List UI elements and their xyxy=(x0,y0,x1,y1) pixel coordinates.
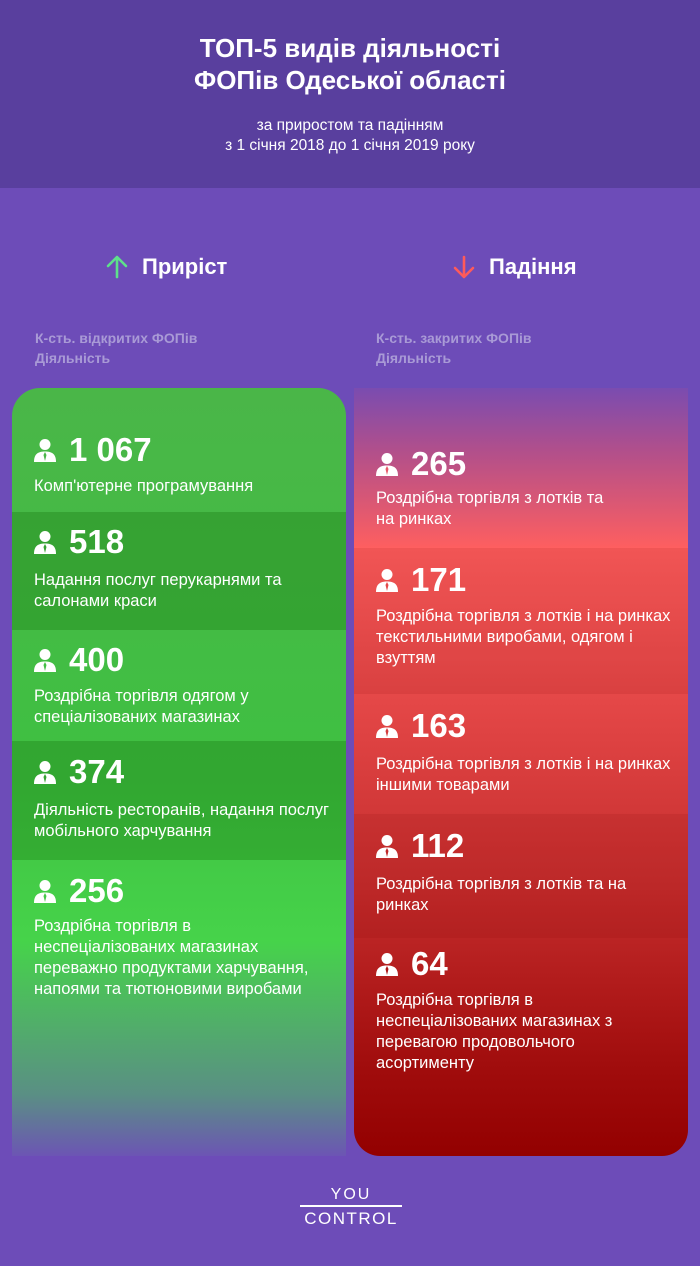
legend-count-label: К-сть. закритих ФОПів xyxy=(376,330,532,346)
person-icon xyxy=(376,953,398,976)
title-line-1: ТОП-5 видів діяльності xyxy=(199,33,501,63)
count-line: 64 xyxy=(376,946,448,982)
open-count: 400 xyxy=(69,641,125,678)
person-icon xyxy=(34,439,56,462)
activity-name: Комп'ютерне програмування xyxy=(34,477,254,495)
title-line-2: ФОПів Одеської області xyxy=(194,65,506,95)
person-icon xyxy=(34,531,56,554)
person-icon xyxy=(34,880,56,903)
subtitle-line-2: з 1 січня 2018 до 1 січня 2019 року xyxy=(225,137,475,154)
person-icon xyxy=(376,569,398,592)
count-line: 163 xyxy=(376,708,466,744)
activity-name: Роздрібна торгівля з лотків та на ринках xyxy=(376,489,604,528)
closed-count: 171 xyxy=(411,561,467,598)
arrow-down-icon xyxy=(453,255,475,279)
person-icon xyxy=(376,715,398,738)
person-icon xyxy=(34,761,56,784)
decline-heading: Падіння xyxy=(453,252,577,282)
legend-activity-label: Діяльність xyxy=(376,350,452,366)
activity-name: Роздрібна торгівля з лотків та на ринках xyxy=(376,875,627,914)
person-icon xyxy=(376,835,398,858)
count-line: 1 067 xyxy=(34,432,152,468)
decline-item: 64 Роздрібна торгівля в неспеціалізовани… xyxy=(354,938,688,1156)
count-line: 171 xyxy=(376,562,466,598)
growth-item: 1 067 Комп'ютерне програмування xyxy=(12,388,346,512)
activity-name: Надання послуг перукарнями та салонами к… xyxy=(34,571,282,610)
count-line: 374 xyxy=(34,754,124,790)
person-icon xyxy=(34,649,56,672)
activity-name: Діяльність ресторанів, надання послуг мо… xyxy=(34,801,330,840)
open-count: 518 xyxy=(69,523,125,560)
youcontrol-logo: YOU CONTROL xyxy=(300,1186,402,1228)
subtitle-line-1: за приростом та падінням xyxy=(256,117,444,134)
closed-count: 163 xyxy=(411,707,467,744)
logo-divider xyxy=(300,1205,402,1207)
arrow-up-icon xyxy=(106,255,128,279)
decline-label: Падіння xyxy=(489,254,577,279)
closed-count: 64 xyxy=(411,945,448,982)
decline-legend: К-сть. закритих ФОПів Діяльність xyxy=(376,328,532,368)
page-title: ТОП-5 видів діяльності ФОПів Одеської об… xyxy=(0,32,700,96)
page-subtitle: за приростом та падінням з 1 січня 2018 … xyxy=(0,116,700,156)
open-count: 256 xyxy=(69,872,125,909)
person-icon xyxy=(376,453,398,476)
decline-card: 265 Роздрібна торгівля з лотків та на ри… xyxy=(354,388,688,1156)
activity-name: Роздрібна торгівля з лотків і на ринках … xyxy=(376,755,671,794)
logo-top-text: YOU xyxy=(330,1186,372,1203)
closed-count: 112 xyxy=(411,827,465,864)
open-count: 374 xyxy=(69,753,125,790)
activity-name: Роздрібна торгівля одягом у спеціалізова… xyxy=(34,687,249,726)
growth-item: 374 Діяльність ресторанів, надання послу… xyxy=(12,741,346,860)
decline-item: 112 Роздрібна торгівля з лотків та на ри… xyxy=(354,814,688,938)
growth-heading: Приріст xyxy=(106,252,227,282)
activity-name: Роздрібна торгівля в неспеціалізованих м… xyxy=(34,917,309,998)
count-line: 112 xyxy=(376,828,464,864)
logo-bottom-text: CONTROL xyxy=(304,1208,398,1228)
growth-label: Приріст xyxy=(142,254,228,279)
growth-item: 400 Роздрібна торгівля одягом у спеціалі… xyxy=(12,630,346,741)
growth-item: 256 Роздрібна торгівля в неспеціалізован… xyxy=(12,860,346,1040)
growth-legend: К-сть. відкритих ФОПів Діяльність xyxy=(35,328,197,368)
legend-activity-label: Діяльність xyxy=(35,350,111,366)
count-line: 518 xyxy=(34,524,124,560)
growth-card: 1 067 Комп'ютерне програмування 518 Нада… xyxy=(12,388,346,1156)
legend-count-label: К-сть. відкритих ФОПів xyxy=(35,330,198,346)
header-banner: ТОП-5 видів діяльності ФОПів Одеської об… xyxy=(0,0,700,188)
growth-item: 518 Надання послуг перукарнями та салона… xyxy=(12,512,346,630)
decline-item: 163 Роздрібна торгівля з лотків і на рин… xyxy=(354,694,688,814)
decline-item: 171 Роздрібна торгівля з лотків і на рин… xyxy=(354,548,688,694)
activity-name: Роздрібна торгівля в неспеціалізованих м… xyxy=(376,991,613,1072)
activity-name: Роздрібна торгівля з лотків і на ринках … xyxy=(376,607,671,667)
closed-count: 265 xyxy=(411,445,467,482)
count-line: 265 xyxy=(376,446,466,482)
open-count: 1 067 xyxy=(69,431,152,468)
count-line: 400 xyxy=(34,642,124,678)
count-line: 256 xyxy=(34,873,124,909)
decline-item: 265 Роздрібна торгівля з лотків та на ри… xyxy=(354,388,688,548)
